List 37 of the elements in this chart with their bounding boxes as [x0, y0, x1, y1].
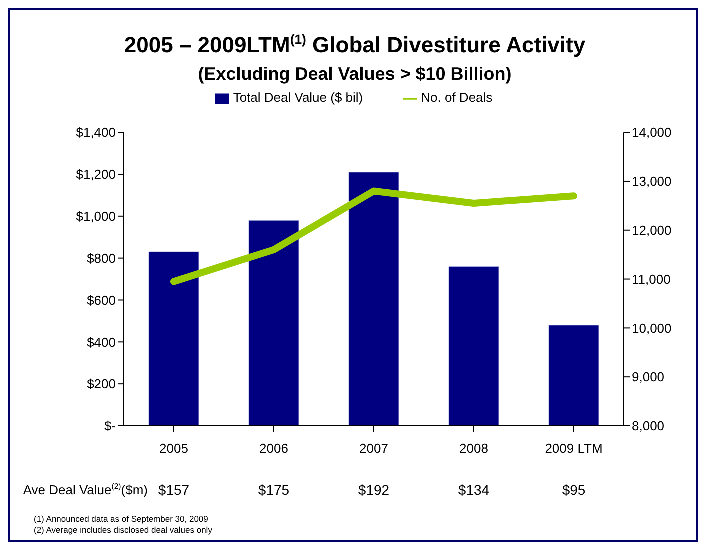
y2-tick-label: 11,000 [632, 272, 671, 287]
y-tick-label: $600 [87, 292, 116, 308]
y-tick-label: $800 [87, 250, 116, 266]
text: Ave Deal Value$^{(2)}$($m) [23, 482, 148, 498]
text: $134 [458, 482, 490, 498]
y2-tick-label: 10,000 [632, 320, 672, 336]
x-tick-label: 2005 [160, 441, 188, 456]
bar [348, 172, 400, 426]
text: $192 [358, 482, 390, 498]
y-tick-label: $400 [87, 334, 116, 350]
text: (1) Announced data as of September 30, 2009 [34, 514, 208, 524]
bar [548, 325, 600, 426]
chart-title: 2005 – 2009LTM$^{(1)}$ Global Divestiture Activity [124, 32, 586, 58]
y2-tick-label: 8,000 [632, 418, 665, 434]
legend-label: No. of Deals [421, 90, 493, 105]
y2-tick-label: 13,000 [632, 174, 672, 190]
x-tick-label: 2009 LTM [545, 441, 603, 456]
y2-tick-label: 12,000 [632, 222, 672, 238]
text: $175 [258, 482, 290, 498]
x-tick-label: 2007 [360, 441, 388, 456]
y2-tick-label: 14,000 [632, 125, 672, 140]
bar [448, 266, 500, 426]
y2-tick-label: 9,000 [632, 370, 665, 385]
bar [148, 252, 200, 426]
x-tick-label: 2008 [460, 441, 488, 456]
legend-label: Total Deal Value ($ bil) [233, 90, 364, 105]
text: (2) Average includes disclosed deal values only [34, 525, 212, 535]
y-tick-label: $1,400 [76, 125, 116, 140]
y-tick-label: $1,000 [76, 209, 116, 224]
y-tick-label: $- [104, 418, 116, 434]
chart-subtitle: (Excluding Deal Values > $10 Billion) [198, 64, 512, 84]
y-tick-label: $1,200 [76, 167, 116, 182]
text: $95 [562, 482, 586, 498]
x-tick-label: 2006 [260, 441, 288, 456]
bar [248, 220, 300, 426]
text: $157 [158, 482, 190, 498]
y-tick-label: $200 [87, 376, 116, 392]
